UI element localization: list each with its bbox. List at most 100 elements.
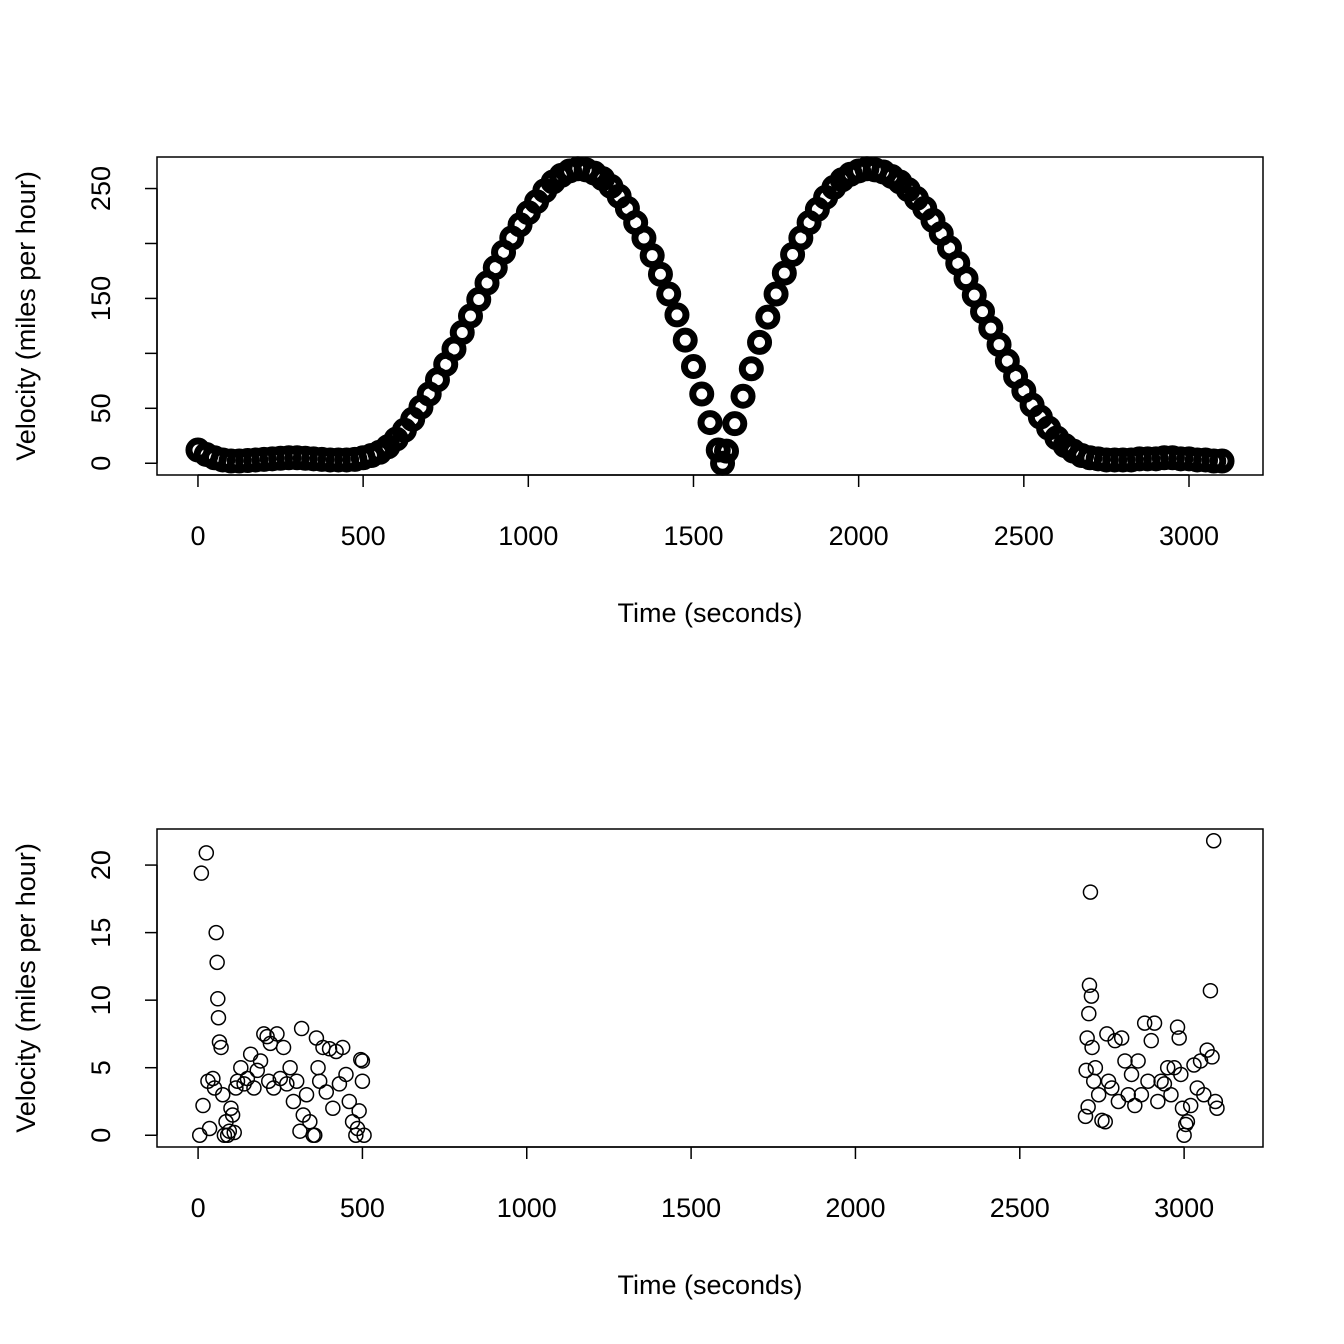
point (246, 1080, 262, 1096)
point (223, 1100, 239, 1116)
x-tick-label: 3000 (1159, 521, 1219, 551)
x-axis-title: Time (seconds) (617, 1270, 802, 1300)
point (1080, 1099, 1096, 1115)
point (1084, 1039, 1100, 1056)
point (1196, 1086, 1212, 1103)
y-tick-label: 150 (86, 276, 116, 321)
point (1171, 1030, 1187, 1046)
point (285, 1093, 302, 1110)
point (338, 1066, 354, 1083)
point (647, 261, 673, 287)
point (193, 865, 210, 881)
y-tick-label: 15 (86, 918, 116, 948)
point (710, 450, 736, 476)
point (1097, 1113, 1113, 1130)
point (1127, 1097, 1143, 1114)
point (1085, 1073, 1102, 1089)
points (191, 833, 1225, 1143)
point (1087, 1059, 1104, 1076)
point (242, 1046, 259, 1062)
point (191, 1127, 208, 1143)
point (307, 1127, 323, 1143)
y-axis-title: Velocity (miles per hour) (11, 843, 41, 1133)
point (279, 1076, 295, 1092)
point (1178, 1116, 1194, 1133)
point (1090, 1086, 1107, 1103)
point (1202, 982, 1219, 999)
point (205, 1070, 221, 1087)
point (351, 1103, 367, 1119)
point (195, 1097, 211, 1114)
point (282, 1059, 298, 1076)
point (1081, 1005, 1097, 1022)
point (269, 1026, 285, 1042)
point (697, 410, 723, 436)
point (1136, 1015, 1153, 1031)
point (1143, 1032, 1159, 1049)
plot-box (156, 828, 1264, 1148)
x-tick-label: 2000 (829, 521, 889, 551)
point (354, 1073, 371, 1089)
point (293, 1020, 310, 1037)
point (198, 845, 215, 861)
point (1079, 1030, 1095, 1046)
point (213, 1039, 229, 1056)
y-tick-label: 50 (86, 393, 116, 423)
point (249, 1062, 265, 1079)
x-tick-label: 2500 (994, 521, 1054, 551)
point (1182, 1097, 1199, 1114)
point (714, 438, 740, 464)
point (1123, 1066, 1140, 1083)
points (185, 156, 1235, 476)
panel: 0 500 1000 1500 2000 2500 3000 0 50 150 250 Time (s… (11, 156, 1264, 628)
x-tick-label: 0 (190, 521, 205, 551)
point (256, 1026, 272, 1042)
x-tick-label: 2000 (825, 1193, 885, 1223)
point (1153, 1073, 1169, 1089)
y-tick-label: 0 (86, 456, 116, 471)
point (1133, 1086, 1150, 1103)
point (1140, 1073, 1156, 1089)
x-tick-label: 500 (340, 1193, 385, 1223)
point (1163, 1086, 1179, 1103)
point (747, 329, 773, 355)
point (275, 1039, 292, 1056)
point (310, 1059, 326, 1076)
point (341, 1093, 358, 1110)
x-tick-label: 1500 (663, 521, 723, 551)
y-tick-label: 10 (86, 985, 116, 1015)
x-tick-label: 2500 (990, 1193, 1050, 1223)
point (1209, 448, 1235, 474)
point (639, 243, 665, 269)
x-tick-label: 3000 (1154, 1193, 1214, 1223)
point (1082, 884, 1099, 900)
point (771, 260, 797, 286)
point (318, 1084, 335, 1100)
point (1104, 1080, 1120, 1096)
point (1081, 977, 1098, 994)
point (664, 302, 690, 328)
point (331, 1076, 348, 1092)
point (1107, 1032, 1123, 1049)
point (730, 383, 756, 409)
point (298, 1086, 315, 1103)
point (1120, 1086, 1136, 1103)
point (1077, 1108, 1094, 1125)
point (1174, 1100, 1191, 1116)
point (201, 1120, 218, 1137)
point (1179, 1113, 1196, 1130)
point (210, 1009, 227, 1026)
point (325, 1100, 341, 1116)
point (210, 991, 226, 1007)
point (334, 1039, 351, 1056)
point (738, 356, 764, 382)
point (308, 1030, 325, 1046)
x-axis-title: Time (seconds) (617, 598, 802, 628)
point (348, 1127, 364, 1143)
point (214, 1086, 231, 1103)
point (311, 1073, 328, 1089)
point (763, 281, 789, 307)
point (689, 381, 715, 407)
